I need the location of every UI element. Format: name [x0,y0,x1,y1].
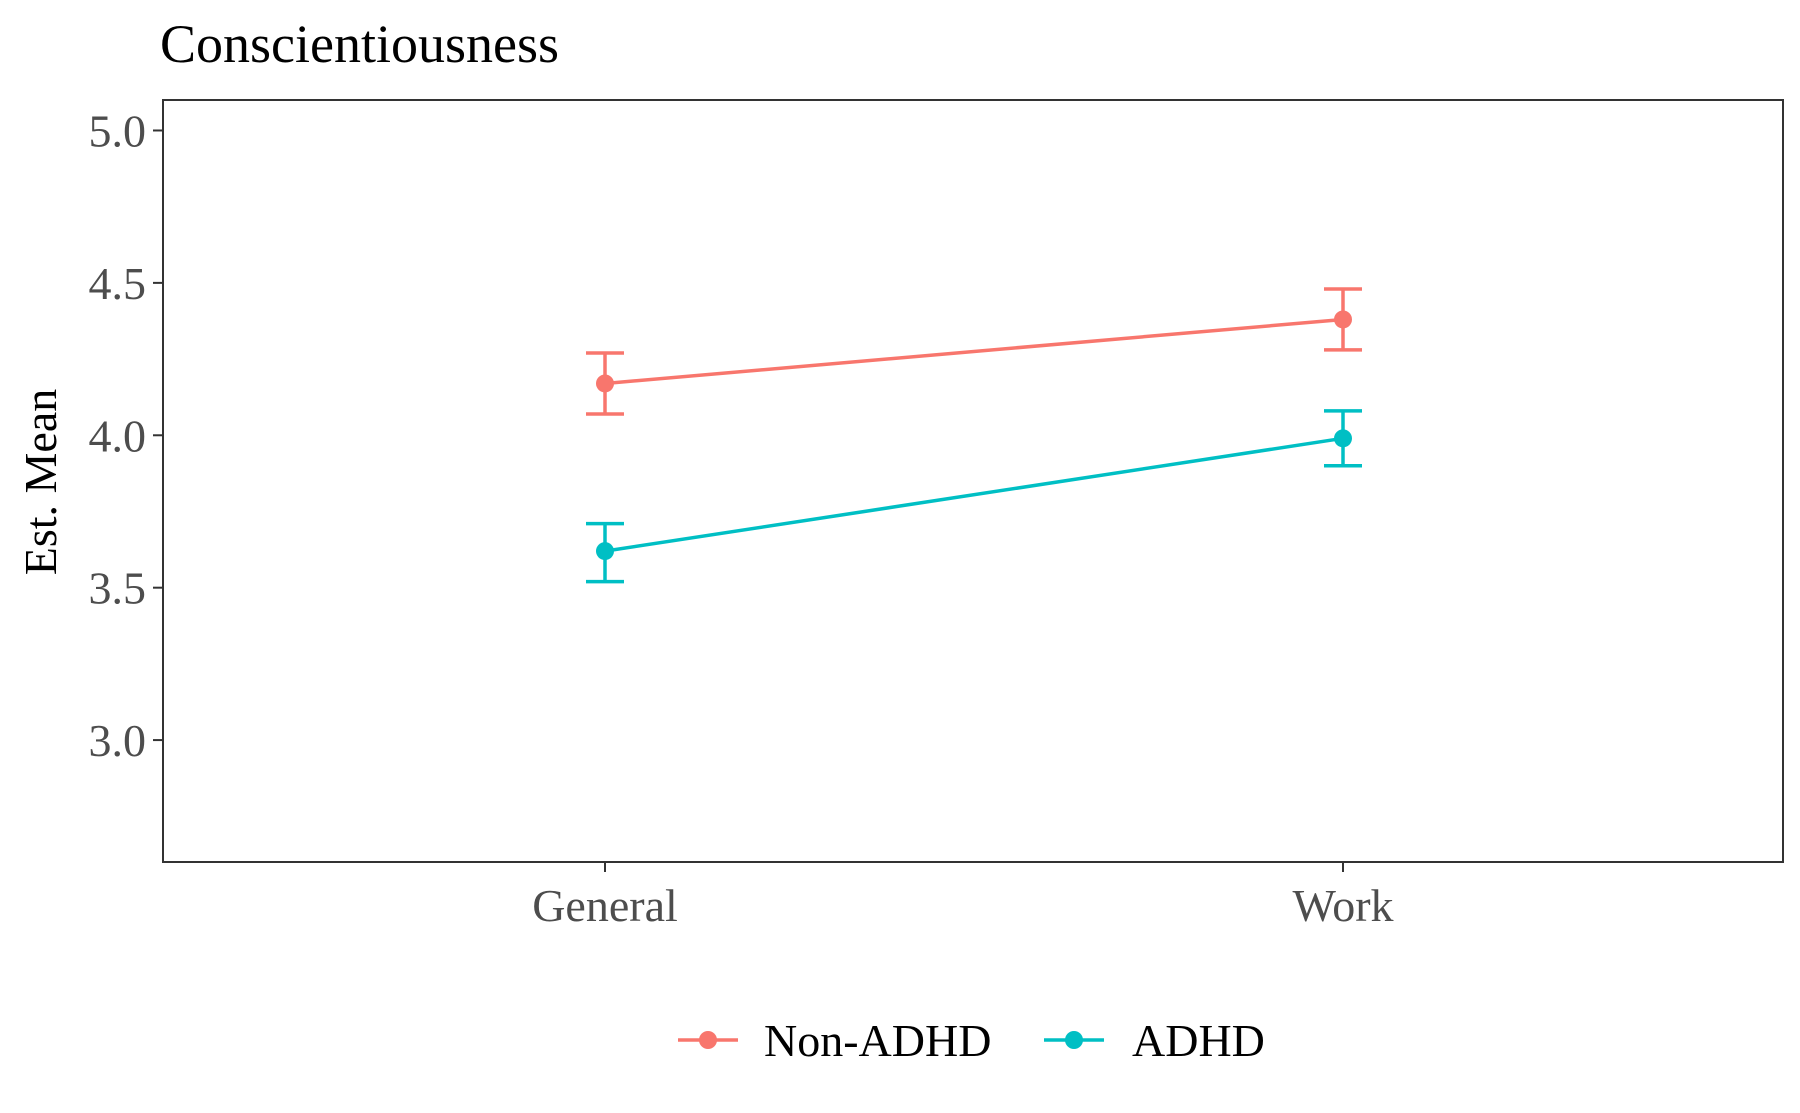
y-tick-label: 3.0 [89,715,147,766]
series-adhd [586,409,1362,584]
series-non-adhd [586,287,1362,416]
series-line [604,436,1344,553]
plot-panel [162,99,1784,863]
y-tick-label: 3.5 [89,563,147,614]
data-point [596,542,614,561]
x-tick-label: Work [1292,880,1393,931]
legend-label: Non-ADHD [764,1015,991,1066]
data-point [596,374,614,393]
y-axis: 3.0 3.5 4.0 4.5 5.0 [89,105,163,766]
legend-item-non-adhd: Non-ADHD [678,1015,991,1066]
data-point [1334,310,1352,329]
legend-label: ADHD [1132,1015,1265,1066]
series-layer [586,287,1362,584]
legend-key-point [699,1031,717,1049]
legend-key-point [1065,1031,1083,1049]
y-tick-label: 4.5 [89,258,147,309]
y-tick-label: 5.0 [89,105,147,156]
legend-item-adhd: ADHD [1044,1015,1265,1066]
legend: Non-ADHD ADHD [678,1015,1265,1066]
y-tick-label: 4.0 [89,410,147,461]
x-axis: General Work [532,862,1394,931]
series-line [604,317,1344,386]
x-tick-label: General [532,880,678,931]
y-axis-title: Est. Mean [15,389,66,576]
chart-title: Conscientiousness [160,14,559,74]
data-point [1334,429,1352,448]
